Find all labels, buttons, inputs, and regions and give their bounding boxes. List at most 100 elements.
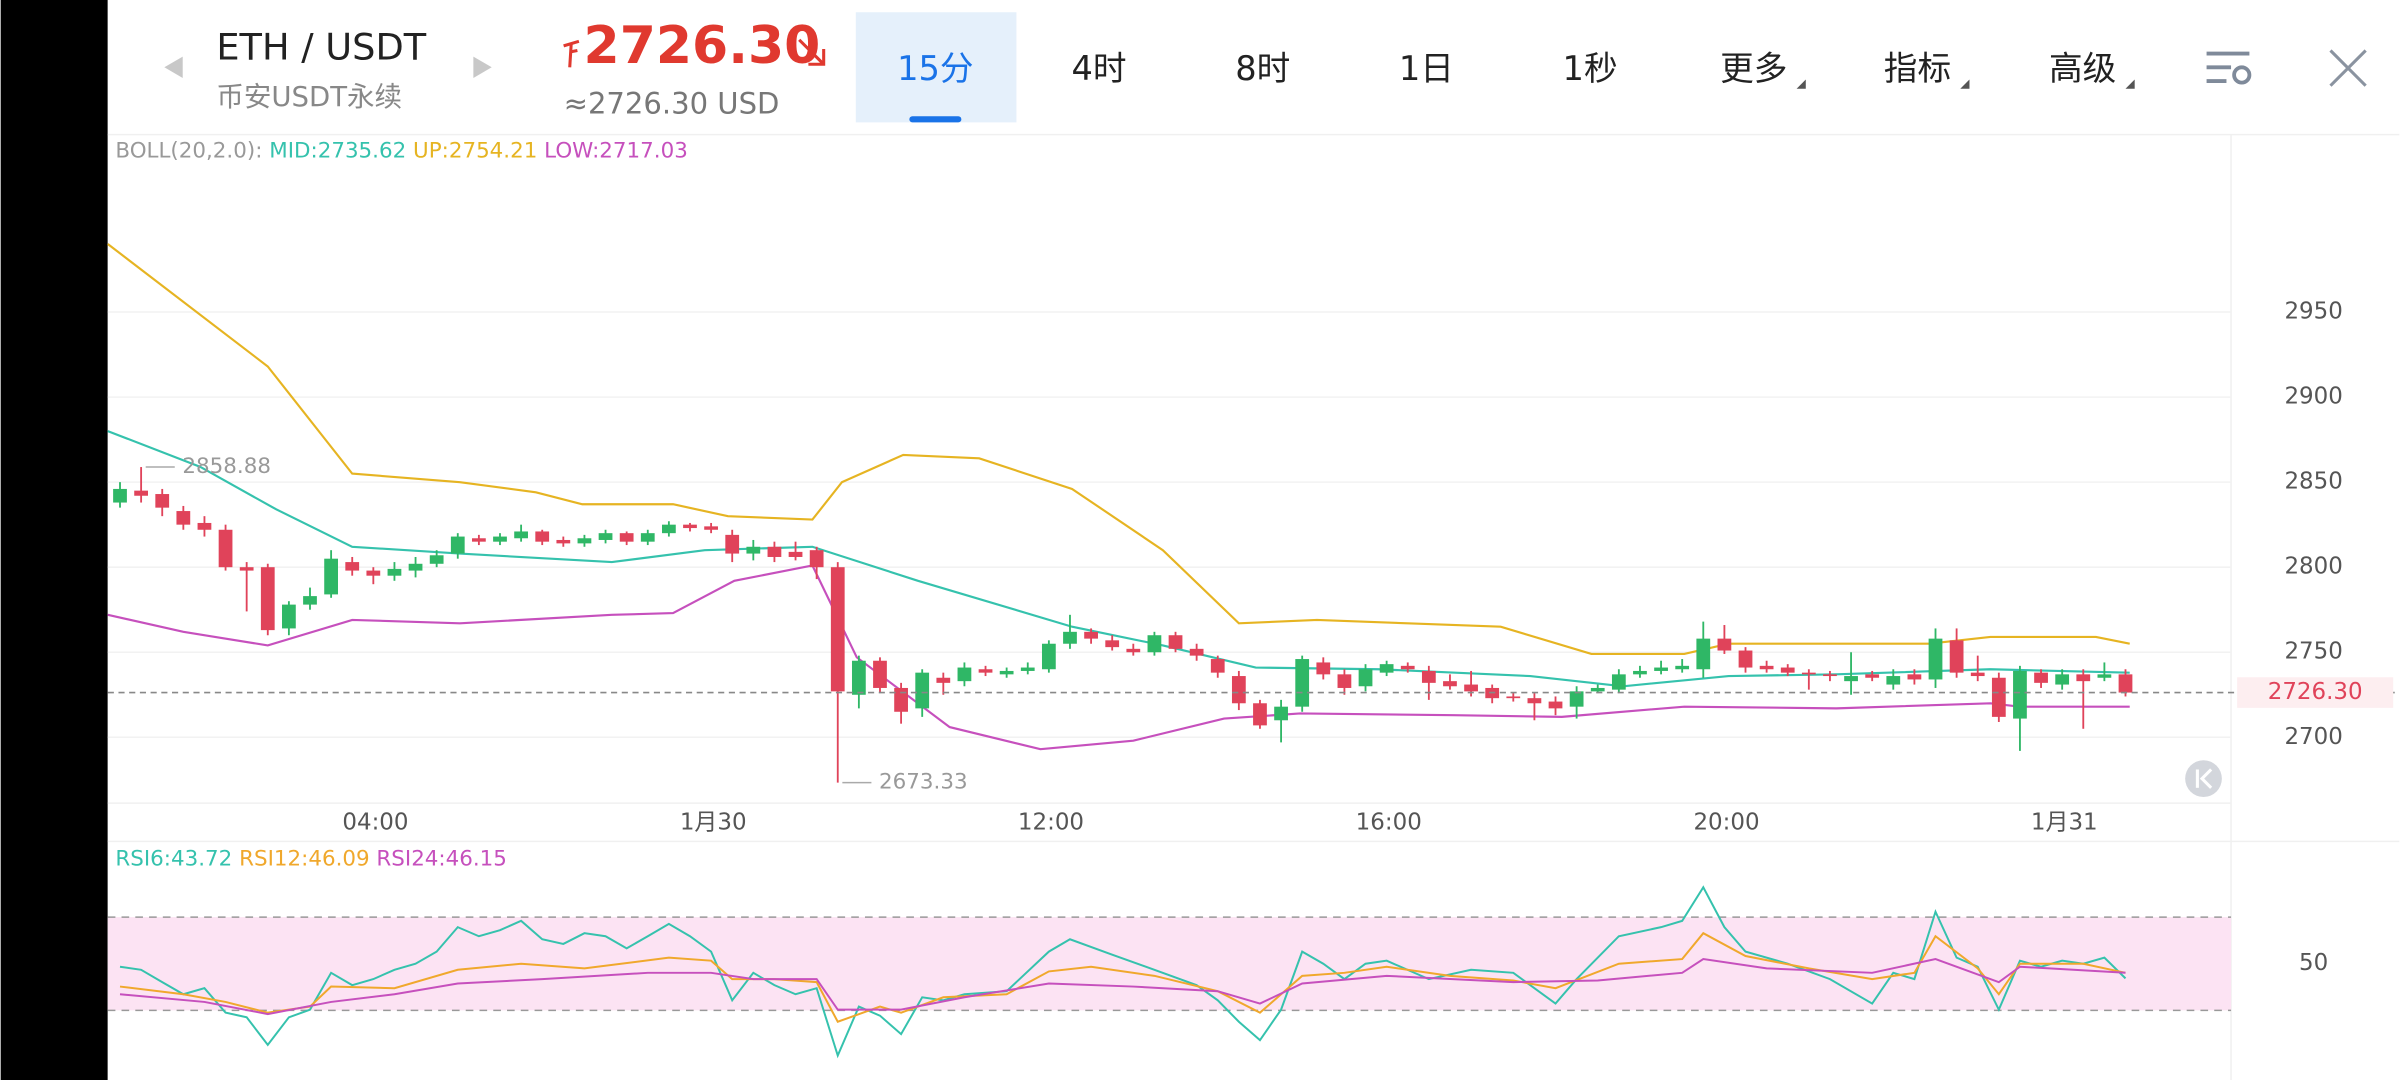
candle-body <box>218 529 233 568</box>
candle-body <box>1801 672 1816 675</box>
price-chart: 2700 2750 2800 2850 2900 2950 04:00 1月30 12:00 16… <box>107 138 2400 836</box>
candle-body <box>1970 672 1985 677</box>
current-price-tag <box>2237 677 2394 708</box>
candle-body <box>1675 665 1690 670</box>
tab[interactable]: 1日 <box>1399 49 1454 88</box>
candle-body <box>155 494 170 508</box>
close-button[interactable] <box>2329 49 2367 87</box>
candle-body <box>1654 667 1668 671</box>
candle-body <box>746 546 761 554</box>
active-tab-bg <box>855 12 1017 123</box>
candle-body <box>978 669 993 673</box>
candle-body <box>134 490 149 496</box>
candle-body <box>1379 664 1394 673</box>
legend-title: BOLL(20,2.0): <box>115 138 269 163</box>
candle-body <box>556 539 571 544</box>
candle-body <box>936 677 951 683</box>
tab[interactable]: 指标 <box>1884 49 1951 88</box>
x-tick-label: 1月30 <box>680 810 747 836</box>
last-price: 2726.30 <box>584 16 821 76</box>
candle-body <box>1844 676 1858 682</box>
candle-body <box>197 522 212 530</box>
candle-body <box>1949 640 1964 673</box>
x-tick-label: 16:00 <box>1356 810 1422 836</box>
candle-body <box>725 534 740 554</box>
legend-item: RSI6:43.72 <box>115 847 239 872</box>
candle-body <box>535 531 550 542</box>
candle-body <box>2055 674 2070 685</box>
candle-body <box>2118 674 2133 693</box>
candle-body <box>957 667 972 682</box>
candle-body <box>1443 681 1457 687</box>
boll-line <box>107 243 2130 656</box>
candle-body <box>577 538 592 544</box>
legend: RSI6:43.72 RSI12:46.09 RSI24:46.15 <box>115 847 507 872</box>
x-tick-label: 04:00 <box>342 810 408 836</box>
next-arrow[interactable] <box>473 56 492 79</box>
rsi-chart: 50 RSI6:43.72 RSI12:46.09 RSI24:46.15 <box>107 847 2328 1059</box>
return-button[interactable] <box>2185 760 2222 797</box>
candle-body <box>1274 706 1288 721</box>
y-tick-label: 2900 <box>2284 384 2342 410</box>
y-tick-label: 2750 <box>2284 639 2342 665</box>
candle-body <box>2034 672 2048 683</box>
current-price-label: 2726.30 <box>2268 679 2363 705</box>
y-tick-label: 2700 <box>2284 724 2342 750</box>
candle-body <box>894 687 908 712</box>
tab[interactable]: 15分 <box>897 49 973 88</box>
rsi-line <box>119 885 2127 1059</box>
y-tick-label: 2800 <box>2284 554 2342 580</box>
market: 币安USDT永续 <box>216 81 402 113</box>
candle-body <box>1717 638 1732 651</box>
currency-icon <box>563 39 580 68</box>
candle-body <box>450 536 465 554</box>
prev-arrow[interactable] <box>164 56 183 79</box>
dropdown-corner <box>1796 79 1806 89</box>
boll-line <box>107 564 2130 751</box>
candle-body <box>598 533 613 540</box>
left-bar <box>0 0 108 1080</box>
candle-body <box>1316 662 1331 675</box>
tab[interactable]: 高级 <box>2049 49 2116 88</box>
candle-body <box>661 524 676 534</box>
candle-body <box>514 531 528 539</box>
candle-body <box>1907 674 1922 680</box>
candle-body <box>1084 631 1098 639</box>
legend-item: UP:2754.21 <box>413 138 544 163</box>
candle-body <box>1189 648 1204 656</box>
legend-item: LOW:2717.03 <box>544 138 688 163</box>
candle-body <box>1548 701 1563 709</box>
candle-body <box>493 536 507 542</box>
x-tick-label: 12:00 <box>1018 810 1084 836</box>
candle-body <box>1063 631 1077 644</box>
high-label: 2858.88 <box>182 454 271 479</box>
x-tick-label: 1月31 <box>2031 810 2098 836</box>
tab[interactable]: 1秒 <box>1563 49 1618 88</box>
tab[interactable]: 4时 <box>1072 49 1127 88</box>
dropdown-corner <box>2125 79 2135 89</box>
candle-body <box>260 567 275 631</box>
x-tick-label: 20:00 <box>1693 810 1759 836</box>
tabs: 15分 4时 8时 1日 1秒 更多 指标 高级 <box>855 12 2135 123</box>
candle-body <box>324 558 338 595</box>
candle-body <box>471 538 486 542</box>
settings-icon[interactable] <box>2206 51 2252 85</box>
down-arrow <box>798 38 826 66</box>
app-background <box>107 0 2400 1080</box>
candle-body <box>1020 667 1035 671</box>
tab[interactable]: 更多 <box>1720 49 1787 88</box>
candle-body <box>113 488 127 503</box>
candle-body <box>851 660 866 695</box>
candle-body <box>1823 674 1837 677</box>
legend-item: MID:2735.62 <box>269 138 413 163</box>
candle-body <box>1210 659 1225 673</box>
candle-body <box>303 596 317 605</box>
candle-body <box>1738 650 1753 668</box>
dropdown-corner <box>1960 79 1970 89</box>
pair[interactable]: ETH / USDT <box>216 25 426 68</box>
active-tab-indicator <box>909 116 962 123</box>
candle-body <box>1991 677 2006 717</box>
tab[interactable]: 8时 <box>1235 49 1290 88</box>
